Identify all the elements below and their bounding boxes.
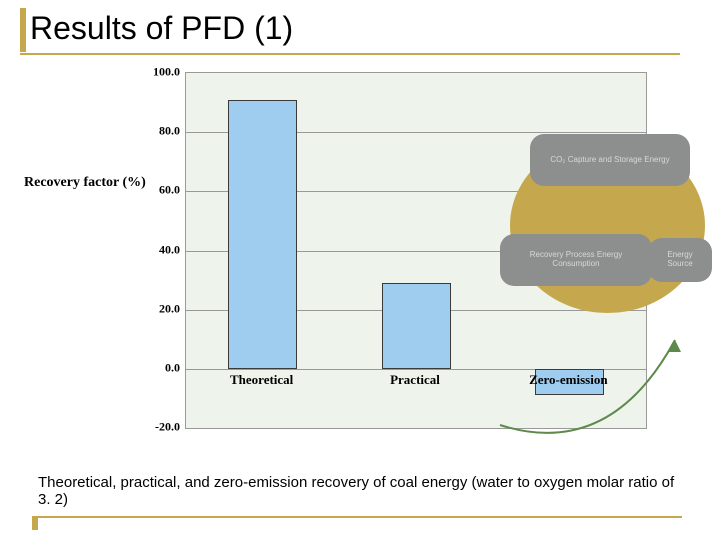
title-underline [20, 53, 680, 55]
y-tick-label: 80.0 [130, 124, 180, 139]
y-tick-label: 40.0 [130, 242, 180, 257]
slide-title: Results of PFD (1) [30, 8, 680, 51]
callout-bubble-recovery: Recovery Process Energy Consumption [500, 234, 652, 286]
slide: Results of PFD (1) Recovery factor (%) -… [0, 0, 720, 540]
callout-bubble-source: Energy Source [648, 238, 712, 282]
callout-group: CO₂ Capture and Storage Energy Recovery … [500, 128, 720, 328]
caption-tick [32, 516, 38, 530]
x-category-label: Zero-emission [529, 372, 607, 388]
title-accent-bar [20, 8, 26, 52]
x-category-label: Practical [390, 372, 440, 388]
y-tick-label: 0.0 [130, 360, 180, 375]
caption-text: Theoretical, practical, and zero-emissio… [38, 474, 682, 508]
y-tick-label: 60.0 [130, 183, 180, 198]
bar [382, 283, 451, 369]
y-axis-label: Recovery factor (%) [24, 175, 104, 191]
bar [228, 100, 297, 369]
y-tick-label: 100.0 [130, 65, 180, 80]
callout-bubble-co2: CO₂ Capture and Storage Energy [530, 134, 690, 186]
y-tick-label: -20.0 [130, 420, 180, 435]
title-block: Results of PFD (1) [20, 8, 680, 55]
caption-underline [38, 516, 682, 518]
y-tick-label: 20.0 [130, 301, 180, 316]
x-category-label: Theoretical [230, 372, 293, 388]
